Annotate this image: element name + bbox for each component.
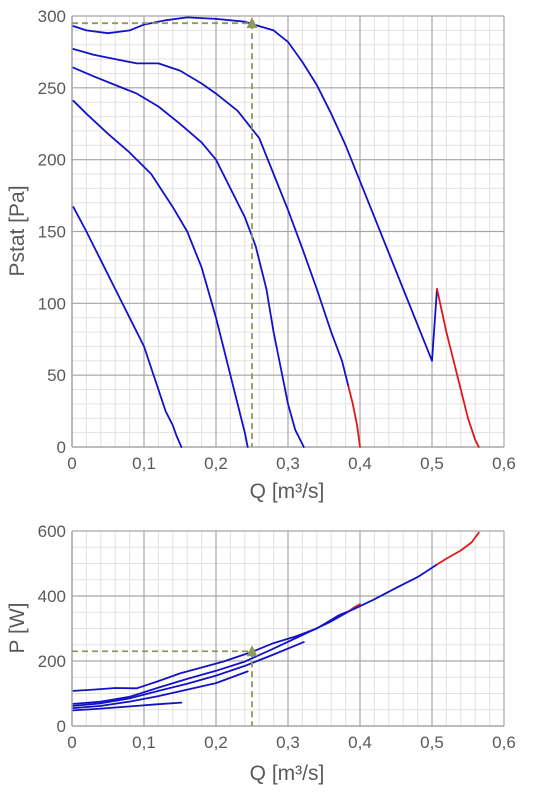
x-tick-label: 0,1 (132, 454, 156, 473)
pressure-y-ticks: 0 50 100 150 200 250 300 (38, 7, 66, 457)
power-y-axis-label: P [W] (6, 603, 29, 654)
curve-limit-segment (436, 288, 480, 448)
fan-curve-3 (72, 66, 305, 448)
y-tick-label: 0 (57, 438, 66, 457)
pressure-operating-point (72, 17, 258, 447)
x-tick-label: 0,2 (204, 454, 228, 473)
x-tick-label: 0,6 (492, 733, 516, 752)
x-tick-label: 0,1 (132, 733, 156, 752)
pressure-chart: 0 0,1 0,2 0,3 0,4 0,5 0,6 0 50 100 150 200 250 300 Q… (6, 7, 516, 503)
fan-curve-4 (72, 610, 350, 705)
y-tick-label: 0 (57, 717, 66, 736)
y-tick-label: 600 (38, 522, 66, 541)
x-tick-label: 0 (67, 733, 76, 752)
y-tick-label: 100 (38, 294, 66, 313)
x-tick-label: 0,3 (276, 454, 300, 473)
pressure-x-ticks: 0 0,1 0,2 0,3 0,4 0,5 0,6 (67, 454, 516, 473)
fan-curve-1 (72, 206, 183, 448)
x-tick-label: 0,5 (420, 454, 444, 473)
pressure-major-grid (71, 15, 505, 448)
power-y-ticks: 0 200 400 600 (38, 522, 66, 736)
y-tick-label: 200 (38, 652, 66, 671)
y-tick-label: 400 (38, 587, 66, 606)
power-operating-point (72, 645, 258, 726)
y-tick-label: 50 (47, 366, 66, 385)
x-tick-label: 0,5 (420, 733, 444, 752)
operating-point-marker (246, 645, 258, 657)
y-tick-label: 250 (38, 79, 66, 98)
pressure-y-axis-label: Pstat [Pa] (6, 185, 29, 276)
fan-curve-4 (72, 48, 350, 388)
fan-curve-1 (72, 701, 183, 712)
power-major-grid (71, 530, 505, 727)
curve-limit-segment (436, 531, 480, 566)
power-x-ticks: 0 0,1 0,2 0,3 0,4 0,5 0,6 (67, 733, 516, 752)
x-tick-label: 0,4 (348, 454, 372, 473)
y-tick-label: 300 (38, 7, 66, 26)
fan-curve-5 (72, 16, 438, 362)
x-tick-label: 0,2 (204, 733, 228, 752)
power-curves (72, 531, 480, 712)
x-tick-label: 0,6 (492, 454, 516, 473)
y-tick-label: 200 (38, 151, 66, 170)
pressure-x-axis-label: Q [m³/s] (250, 480, 325, 503)
fan-curve-3 (72, 641, 305, 707)
x-tick-label: 0,3 (276, 733, 300, 752)
pressure-curves (72, 16, 480, 448)
y-tick-label: 150 (38, 223, 66, 242)
fan-curve-2 (72, 670, 249, 709)
power-x-axis-label: Q [m³/s] (250, 762, 325, 785)
x-tick-label: 0,4 (348, 733, 372, 752)
x-tick-label: 0 (67, 454, 76, 473)
fan-curve-5 (72, 563, 438, 692)
fan-curve-2 (72, 99, 249, 448)
curve-limit-segment (347, 385, 361, 448)
operating-point-marker (246, 17, 258, 29)
